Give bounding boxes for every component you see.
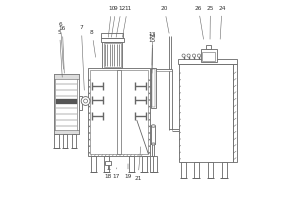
Bar [72,134,76,148]
Circle shape [197,54,201,57]
Bar [105,161,111,165]
Bar [56,99,76,104]
Bar [206,45,211,49]
Bar [152,69,155,107]
Text: 17: 17 [112,168,120,180]
Text: 26: 26 [195,5,203,39]
Bar [201,49,218,62]
Bar [178,59,237,64]
Circle shape [81,97,90,105]
Bar [54,130,79,134]
Text: 25: 25 [207,5,214,39]
Text: 15: 15 [149,38,156,73]
Bar [129,156,134,172]
Text: 6: 6 [59,22,63,69]
Bar [54,134,59,148]
Bar [194,162,199,178]
Bar [150,156,154,172]
Bar [202,52,215,61]
Circle shape [192,54,196,57]
Text: 21: 21 [134,147,142,180]
Bar [101,33,123,38]
Bar [90,70,148,154]
Text: 19: 19 [124,164,132,180]
Bar [91,156,96,172]
Bar [54,74,79,134]
Bar [101,38,124,42]
Text: 12: 12 [116,6,125,37]
Text: 14: 14 [149,34,156,69]
Bar [55,76,77,132]
Text: 20: 20 [161,6,169,33]
Bar [142,156,147,172]
Bar [79,96,82,110]
Text: 16: 16 [59,26,66,73]
Circle shape [187,54,190,57]
Bar [104,156,109,172]
Text: 10: 10 [108,6,115,37]
Bar [181,162,186,178]
Bar [208,162,213,178]
Bar [102,42,122,68]
Text: 5: 5 [58,29,62,77]
Bar [151,68,156,108]
Text: 13: 13 [149,31,156,65]
Circle shape [84,99,88,103]
Text: 18: 18 [104,168,111,180]
Ellipse shape [152,143,155,145]
Bar [179,64,233,162]
Text: 9: 9 [111,6,118,37]
Text: 8: 8 [90,30,96,57]
Bar [117,70,121,154]
Text: 24: 24 [218,5,226,39]
Bar [104,43,121,67]
Text: 7: 7 [80,25,84,90]
Bar [88,68,150,156]
Bar [222,162,226,178]
Bar [152,126,155,144]
Bar [54,74,79,79]
Circle shape [182,54,185,57]
Ellipse shape [152,125,155,127]
Bar [153,156,157,172]
Bar [63,134,68,148]
Text: 11: 11 [122,6,131,37]
Bar [233,64,237,162]
